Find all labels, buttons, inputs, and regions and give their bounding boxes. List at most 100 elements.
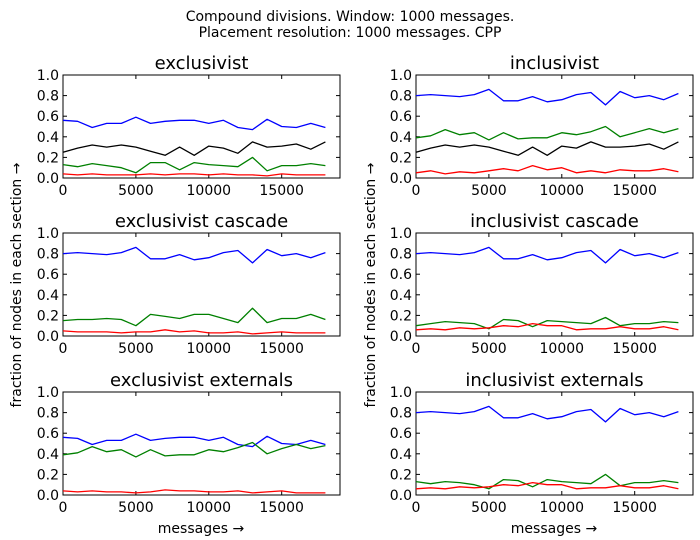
series-line-red xyxy=(415,322,679,331)
y-tick-label: 1.0 xyxy=(390,226,412,242)
subplot-title: exclusivist xyxy=(155,53,249,74)
x-tick-label: 15000 xyxy=(612,341,657,357)
y-tick-label: 0.0 xyxy=(390,329,412,345)
y-tick-label: 0.4 xyxy=(390,288,412,304)
x-tick-label: 15000 xyxy=(259,341,304,357)
series-line-blue xyxy=(415,246,679,264)
axes-frame xyxy=(415,232,694,337)
subplot-title: inclusivist xyxy=(510,53,599,74)
y-tick-label: 0.4 xyxy=(37,130,59,146)
x-tick-label: 15000 xyxy=(612,183,657,199)
series-line-black xyxy=(62,141,326,156)
series-line-blue xyxy=(415,405,679,423)
subplot-title: inclusivist externals xyxy=(465,370,643,391)
y-tick-label: 0.0 xyxy=(390,171,412,187)
y-tick-label: 0.6 xyxy=(390,426,412,442)
y-tick-label: 0.6 xyxy=(390,267,412,283)
series-line-green xyxy=(415,473,679,490)
x-tick-label: 5000 xyxy=(118,341,154,357)
series-line-blue xyxy=(415,88,679,106)
series-line-green xyxy=(415,316,679,330)
y-axis-label-left: fraction of nodes in each section → xyxy=(9,162,25,407)
figure-title-line-1: Compound divisions. Window: 1000 message… xyxy=(185,9,515,25)
series-line-green xyxy=(62,441,326,458)
y-tick-label: 0.6 xyxy=(390,109,412,125)
series-line-blue xyxy=(62,246,326,264)
series-line-red xyxy=(415,481,679,490)
y-tick-label: 0.2 xyxy=(390,467,412,483)
y-tick-label: 1.0 xyxy=(390,385,412,401)
x-tick-label: 15000 xyxy=(259,183,304,199)
y-tick-label: 0.8 xyxy=(390,406,412,422)
x-tick-label: 0 xyxy=(412,341,421,357)
subplot-title: exclusivist externals xyxy=(110,370,293,391)
axes-frame xyxy=(415,74,694,179)
x-tick-label: 5000 xyxy=(118,500,154,516)
x-tick-label: 15000 xyxy=(259,500,304,516)
axes-frame xyxy=(415,391,694,496)
y-tick-label: 0.8 xyxy=(37,406,59,422)
y-tick-label: 0.2 xyxy=(390,308,412,324)
y-tick-label: 0.4 xyxy=(390,447,412,463)
subplot-title: exclusivist cascade xyxy=(115,211,288,232)
x-tick-label: 5000 xyxy=(471,183,507,199)
y-tick-label: 0.4 xyxy=(37,447,59,463)
x-axis-label-left: messages → xyxy=(158,521,245,537)
x-tick-label: 10000 xyxy=(187,183,232,199)
x-tick-label: 0 xyxy=(59,341,68,357)
series-line-green xyxy=(415,125,679,141)
x-axis-label-right: messages → xyxy=(511,521,598,537)
y-tick-label: 0.8 xyxy=(390,247,412,263)
x-tick-label: 10000 xyxy=(187,500,232,516)
y-tick-label: 0.2 xyxy=(37,308,59,324)
series-line-red xyxy=(62,489,326,494)
y-tick-label: 1.0 xyxy=(390,68,412,84)
x-tick-label: 5000 xyxy=(471,341,507,357)
x-tick-label: 10000 xyxy=(540,500,585,516)
x-tick-label: 0 xyxy=(412,500,421,516)
y-tick-label: 0.8 xyxy=(37,89,59,105)
x-tick-label: 5000 xyxy=(471,500,507,516)
series-line-red xyxy=(415,164,679,175)
y-tick-label: 0.0 xyxy=(37,488,59,504)
y-tick-label: 0.2 xyxy=(37,467,59,483)
y-tick-label: 1.0 xyxy=(37,385,59,401)
y-tick-label: 0.0 xyxy=(37,171,59,187)
x-tick-label: 10000 xyxy=(540,183,585,199)
y-tick-label: 0.8 xyxy=(390,89,412,105)
series-line-red xyxy=(62,329,326,335)
figure-title-line-2: Placement resolution: 1000 messages. CPP xyxy=(198,25,502,41)
x-tick-label: 10000 xyxy=(187,341,232,357)
series-line-red xyxy=(62,173,326,177)
series-line-blue xyxy=(62,433,326,448)
y-tick-label: 0.4 xyxy=(390,130,412,146)
axes-frame xyxy=(62,232,341,337)
x-tick-label: 10000 xyxy=(540,341,585,357)
y-tick-label: 0.2 xyxy=(37,150,59,166)
x-tick-label: 0 xyxy=(59,183,68,199)
y-tick-label: 0.6 xyxy=(37,426,59,442)
series-line-blue xyxy=(62,116,326,131)
x-tick-label: 15000 xyxy=(612,500,657,516)
y-tick-label: 0.6 xyxy=(37,267,59,283)
x-tick-label: 5000 xyxy=(118,183,154,199)
y-tick-label: 0.2 xyxy=(390,150,412,166)
y-tick-label: 0.0 xyxy=(37,329,59,345)
y-tick-label: 0.0 xyxy=(390,488,412,504)
y-tick-label: 0.4 xyxy=(37,288,59,304)
axes-frame xyxy=(62,74,341,179)
x-tick-label: 0 xyxy=(412,183,421,199)
series-line-black xyxy=(415,141,679,156)
y-tick-label: 1.0 xyxy=(37,68,59,84)
series-line-green xyxy=(62,156,326,174)
y-axis-label-right: fraction of nodes in each section → xyxy=(363,162,379,407)
series-line-green xyxy=(62,307,326,327)
subplot-title: inclusivist cascade xyxy=(470,211,639,232)
axes-frame xyxy=(62,391,341,496)
y-tick-label: 0.8 xyxy=(37,247,59,263)
y-tick-label: 1.0 xyxy=(37,226,59,242)
y-tick-label: 0.6 xyxy=(37,109,59,125)
x-tick-label: 0 xyxy=(59,500,68,516)
